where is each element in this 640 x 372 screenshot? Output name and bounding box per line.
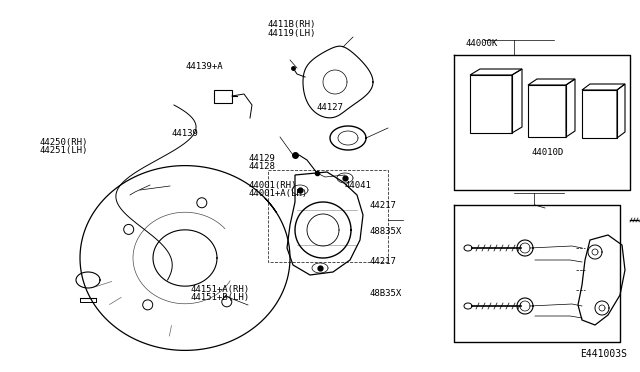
Circle shape (222, 297, 232, 307)
Text: 44217: 44217 (370, 257, 397, 266)
Text: 4411B(RH): 4411B(RH) (268, 20, 316, 29)
Text: 48835X: 48835X (370, 227, 402, 236)
Text: 48B35X: 48B35X (370, 289, 402, 298)
Text: 44128: 44128 (248, 162, 275, 171)
Text: 44041: 44041 (344, 181, 371, 190)
Text: E441003S: E441003S (580, 349, 627, 359)
Text: 44001+A(LH): 44001+A(LH) (248, 189, 307, 198)
Text: 44151+B(LH): 44151+B(LH) (191, 294, 250, 302)
Text: 44001(RH): 44001(RH) (248, 181, 297, 190)
Text: 44217: 44217 (370, 201, 397, 210)
Text: 44010D: 44010D (531, 148, 563, 157)
Circle shape (124, 224, 134, 234)
Text: 44139+A: 44139+A (186, 62, 223, 71)
Text: 44139: 44139 (172, 129, 198, 138)
Text: 44129: 44129 (248, 154, 275, 163)
Circle shape (197, 198, 207, 208)
Bar (214, 90, 232, 103)
Text: 44151+A(RH): 44151+A(RH) (191, 285, 250, 294)
Text: 44251(LH): 44251(LH) (40, 146, 88, 155)
Circle shape (143, 300, 153, 310)
Text: 44119(LH): 44119(LH) (268, 29, 316, 38)
Text: 44250(RH): 44250(RH) (40, 138, 88, 147)
Text: 44127: 44127 (317, 103, 344, 112)
Text: 44000K: 44000K (466, 39, 498, 48)
